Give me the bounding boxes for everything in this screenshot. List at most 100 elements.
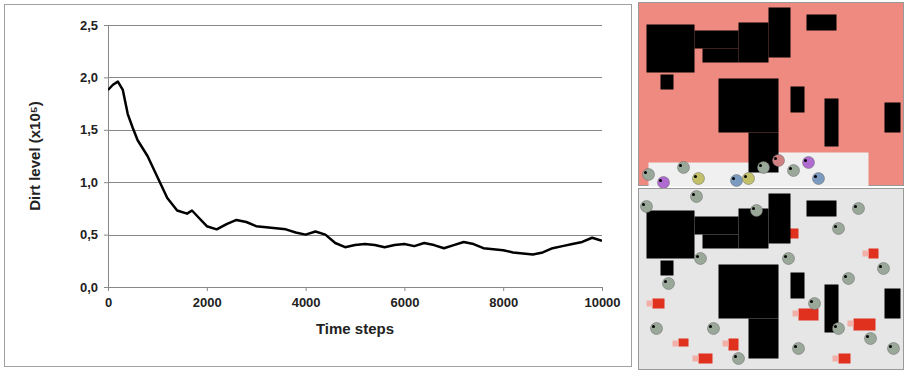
robot-eye — [696, 255, 699, 258]
y-tick: 2,0 — [80, 70, 108, 85]
robot — [731, 175, 743, 187]
robot — [758, 162, 770, 174]
robot-eye — [834, 325, 837, 328]
robot — [658, 177, 670, 189]
robot-eye — [732, 177, 735, 180]
robot-eye — [844, 275, 847, 278]
robot-eye — [744, 175, 747, 178]
robot — [641, 201, 653, 213]
plot-area — [108, 82, 602, 255]
robot — [743, 173, 755, 185]
dirt-patch — [799, 309, 819, 321]
x-tick-mark — [108, 287, 109, 291]
x-tick: 10000 — [584, 287, 620, 310]
obstacle — [807, 201, 837, 217]
grid-line — [108, 130, 602, 131]
y-tick-label: 0,5 — [80, 227, 98, 242]
dirt-patch — [848, 321, 854, 327]
x-tick-label: 8000 — [489, 295, 518, 310]
robot — [695, 253, 707, 265]
robot — [643, 169, 655, 181]
obstacle — [647, 211, 695, 259]
robot-eye — [866, 335, 869, 338]
x-tick: 4000 — [292, 287, 321, 310]
robot-eye — [784, 255, 787, 258]
grid-line — [108, 235, 602, 236]
y-tick: 1,5 — [80, 122, 108, 137]
y-tick: 0,5 — [80, 227, 108, 242]
y-axis-title: Dirt level (x10⁵) — [26, 101, 43, 211]
robot — [865, 333, 877, 345]
dirt-patch — [673, 341, 679, 347]
obstacle — [791, 273, 805, 299]
dirt-patch — [863, 251, 869, 257]
robot-eye — [810, 300, 813, 303]
y-axis-line — [104, 26, 109, 288]
y-tick-label: 2,5 — [80, 18, 98, 33]
y-tick-label: 1,5 — [80, 122, 98, 137]
x-axis-title: Time steps — [316, 320, 394, 337]
obstacle — [791, 87, 805, 113]
robot-eye — [664, 280, 667, 283]
x-tick-label: 4000 — [292, 295, 321, 310]
robot-eye — [774, 157, 777, 160]
obstacle — [885, 289, 901, 319]
data-line — [108, 82, 602, 255]
robot — [833, 223, 845, 235]
grid — [108, 26, 602, 288]
robot — [773, 155, 785, 167]
x-tick-mark — [207, 287, 208, 291]
x-tick-label: 10000 — [584, 295, 620, 310]
obstacle — [719, 79, 779, 133]
robot-eye — [834, 225, 837, 228]
obstacle — [807, 15, 837, 31]
obstacle — [825, 99, 839, 147]
robot-eye — [652, 325, 655, 328]
y-tick: 1,0 — [80, 175, 108, 190]
obstacle — [739, 23, 769, 63]
robot — [813, 173, 825, 185]
robot-eye — [734, 355, 737, 358]
robot-eye — [692, 193, 695, 196]
y-tick-mark — [104, 235, 108, 236]
x-axis-line — [109, 288, 603, 292]
robot — [663, 278, 675, 290]
obstacle — [769, 194, 791, 244]
clean-area — [674, 173, 714, 187]
robot — [678, 162, 690, 174]
floor — [639, 3, 904, 186]
robot-eye — [679, 164, 682, 167]
robot — [651, 323, 663, 335]
robot-eye — [644, 171, 647, 174]
robot — [751, 205, 763, 217]
simulation-view — [639, 189, 904, 370]
robot — [708, 323, 720, 335]
obstacle — [695, 217, 739, 235]
robot-eye — [854, 205, 857, 208]
dirt-patch — [653, 299, 665, 309]
robot-eye — [709, 325, 712, 328]
y-tick: 2,5 — [80, 18, 108, 33]
robot-eye — [759, 164, 762, 167]
x-tick-mark — [503, 287, 504, 291]
x-tick-label: 0 — [105, 295, 112, 310]
robot — [843, 273, 855, 285]
dirt-patch — [854, 319, 876, 331]
obstacle — [647, 25, 695, 73]
y-tick-label: 1,0 — [80, 175, 98, 190]
robot-eye — [814, 175, 817, 178]
y-tick-label: 0,0 — [80, 280, 98, 295]
robot — [853, 203, 865, 215]
robot-eye — [642, 203, 645, 206]
x-tick: 8000 — [489, 287, 518, 310]
robot-eye — [694, 175, 697, 178]
robot-eye — [879, 265, 882, 268]
obstacle — [749, 133, 779, 173]
simulation-view — [639, 3, 904, 189]
robot-eye — [804, 159, 807, 162]
dirt-patch — [693, 356, 699, 362]
robot — [733, 353, 745, 365]
robot — [878, 263, 890, 275]
obstacle — [719, 265, 779, 319]
robot-eye — [752, 207, 755, 210]
